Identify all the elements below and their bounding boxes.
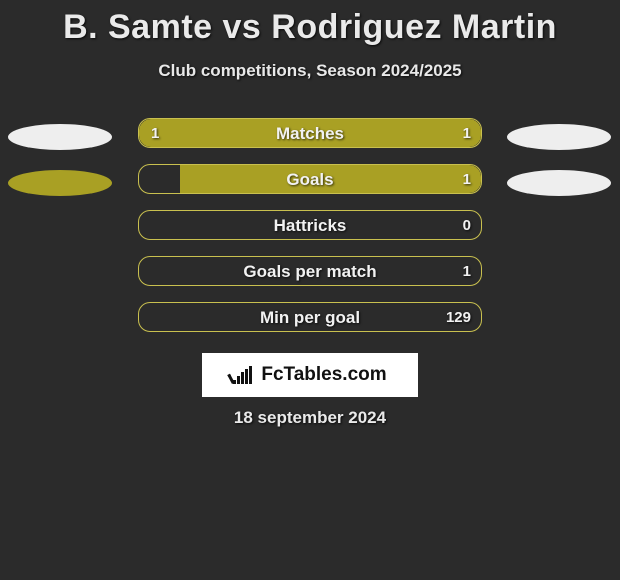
stat-row: Matches11 xyxy=(0,118,620,164)
stat-bar: Goals1 xyxy=(138,164,482,194)
stat-label: Goals per match xyxy=(139,257,481,286)
right-ellipse-icon xyxy=(507,170,611,196)
stat-row: Goals1 xyxy=(0,164,620,210)
page-title: B. Samte vs Rodriguez Martin xyxy=(0,0,620,47)
stat-bar: Goals per match1 xyxy=(138,256,482,286)
left-ellipse-icon xyxy=(8,170,112,196)
stat-bar: Hattricks0 xyxy=(138,210,482,240)
date-text: 18 september 2024 xyxy=(0,408,620,428)
stat-row: Goals per match1 xyxy=(0,256,620,302)
stat-row: Min per goal129 xyxy=(0,302,620,348)
comparison-infographic: B. Samte vs Rodriguez Martin Club compet… xyxy=(0,0,620,580)
stat-value-right: 0 xyxy=(463,211,471,240)
logo-chart-icon xyxy=(233,366,255,384)
page-subtitle: Club competitions, Season 2024/2025 xyxy=(0,61,620,81)
stat-value-right: 129 xyxy=(446,303,471,332)
stat-bar: Matches11 xyxy=(138,118,482,148)
logo-text: FcTables.com xyxy=(261,364,386,386)
stat-label: Min per goal xyxy=(139,303,481,332)
bar-fill-right xyxy=(180,165,481,193)
bar-fill-left xyxy=(139,119,180,147)
stat-value-right: 1 xyxy=(463,257,471,286)
bar-fill-right xyxy=(180,119,481,147)
right-ellipse-icon xyxy=(507,124,611,150)
left-ellipse-icon xyxy=(8,124,112,150)
stat-label: Hattricks xyxy=(139,211,481,240)
logo-box: FcTables.com xyxy=(202,353,418,397)
stat-bar: Min per goal129 xyxy=(138,302,482,332)
stat-row: Hattricks0 xyxy=(0,210,620,256)
stats-area: Matches11 Goals1 Hattricks0 Goals per match… xyxy=(0,118,620,348)
